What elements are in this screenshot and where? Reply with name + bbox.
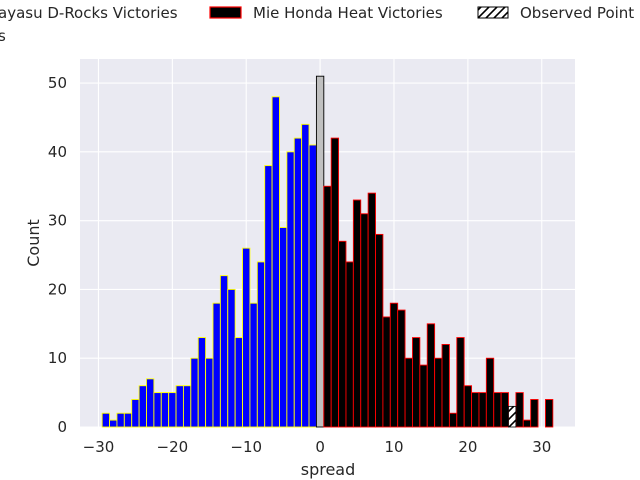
bar-series-0: [168, 392, 177, 428]
bar-series-2: [485, 357, 495, 428]
y-tick-label: 50: [48, 74, 67, 92]
bar-series-2: [352, 199, 362, 428]
x-tick-label: −30: [83, 438, 115, 456]
bar-series-2: [397, 309, 406, 428]
bar-series-0: [293, 137, 303, 428]
legend-overflow-text: s: [0, 27, 6, 45]
x-tick-label: −20: [157, 438, 189, 456]
bar-series-2: [522, 419, 532, 428]
bar-series-2: [471, 392, 480, 428]
x-tick-label: 10: [384, 438, 403, 456]
bar-series-0: [123, 412, 133, 428]
bar-series-0: [308, 144, 317, 428]
bar-series-2: [404, 357, 413, 428]
bar-series-0: [153, 392, 162, 428]
bar-series-2: [515, 392, 524, 428]
x-tick-label: 30: [532, 438, 551, 456]
x-axis-title: spread: [301, 460, 356, 479]
bar-series-2: [382, 316, 391, 428]
bar-series-2: [338, 240, 347, 428]
bar-series-0: [249, 302, 258, 428]
bar-series-2: [463, 385, 473, 428]
bar-series-0: [109, 419, 118, 428]
bar-series-0: [286, 151, 295, 428]
y-axis-ticks: 0 10 20 30 40 50: [48, 74, 67, 436]
bar-series-2: [419, 364, 428, 428]
bar-series-2: [478, 392, 487, 428]
bar-series-0: [197, 337, 207, 428]
bar-series-2: [345, 261, 354, 428]
bar-series-0: [212, 302, 221, 428]
bar-series-0: [116, 412, 125, 428]
legend-label-observed: Observed Point: [520, 4, 634, 22]
bar-series-0: [146, 378, 155, 428]
bar-series-0: [175, 385, 184, 428]
bar-series-0: [138, 385, 147, 428]
legend-swatch-honda: [209, 6, 242, 19]
bar-series-0: [219, 275, 229, 428]
legend-label-honda: Mie Honda Heat Victories: [253, 4, 443, 22]
bar-series-2: [367, 192, 376, 428]
bar-series-2: [448, 412, 458, 428]
x-axis-ticks: −30 −20 −10 0 10 20 30: [83, 438, 552, 456]
bar-series-0: [205, 357, 214, 428]
x-tick-label: 20: [458, 438, 477, 456]
bar-series-2: [456, 337, 465, 428]
bar-series-0: [101, 412, 111, 428]
y-tick-label: 0: [57, 418, 67, 436]
y-axis-title: Count: [24, 219, 43, 267]
bar-series-2: [434, 357, 443, 428]
bar-series-2: [389, 302, 399, 428]
bar-series-0: [131, 399, 140, 428]
legend: ayasu D-Rocks Victories Mie Honda Heat V…: [0, 4, 634, 45]
bar-series-2: [323, 185, 332, 428]
bar-series-0: [256, 261, 266, 428]
legend-swatch-observed-hatch: [478, 7, 508, 18]
bar-series-0: [271, 96, 280, 428]
bar-series-0: [160, 392, 170, 428]
bar-series-2: [360, 213, 369, 428]
bar-series-0: [264, 165, 273, 428]
y-tick-label: 40: [48, 143, 67, 161]
bar-series-2: [500, 392, 509, 428]
bar-series-0: [279, 227, 288, 428]
bar-series-2: [530, 399, 539, 428]
bar-series-2: [426, 323, 436, 428]
bar-series-2: [375, 233, 384, 428]
bar-series-0: [301, 123, 310, 428]
bar-series-2: [441, 344, 450, 428]
bars: [101, 75, 554, 428]
y-tick-label: 30: [48, 212, 67, 230]
bar-series-0: [227, 288, 236, 428]
bar-series-0: [182, 385, 192, 428]
y-tick-label: 20: [48, 280, 67, 298]
bar-series-0: [190, 357, 199, 428]
y-tick-label: 10: [48, 349, 67, 367]
bar-series-0: [242, 247, 251, 428]
bar-series-2: [493, 392, 502, 428]
x-tick-label: 0: [315, 438, 325, 456]
legend-label-rocks: ayasu D-Rocks Victories: [0, 4, 178, 22]
bar-series-1: [315, 75, 325, 428]
observed-point-hatch: [508, 406, 516, 427]
bar-series-0: [234, 337, 243, 428]
x-tick-label: −10: [230, 438, 262, 456]
bar-series-2: [330, 137, 340, 428]
bar-series-2: [412, 337, 421, 428]
bar-series-2: [544, 399, 554, 428]
